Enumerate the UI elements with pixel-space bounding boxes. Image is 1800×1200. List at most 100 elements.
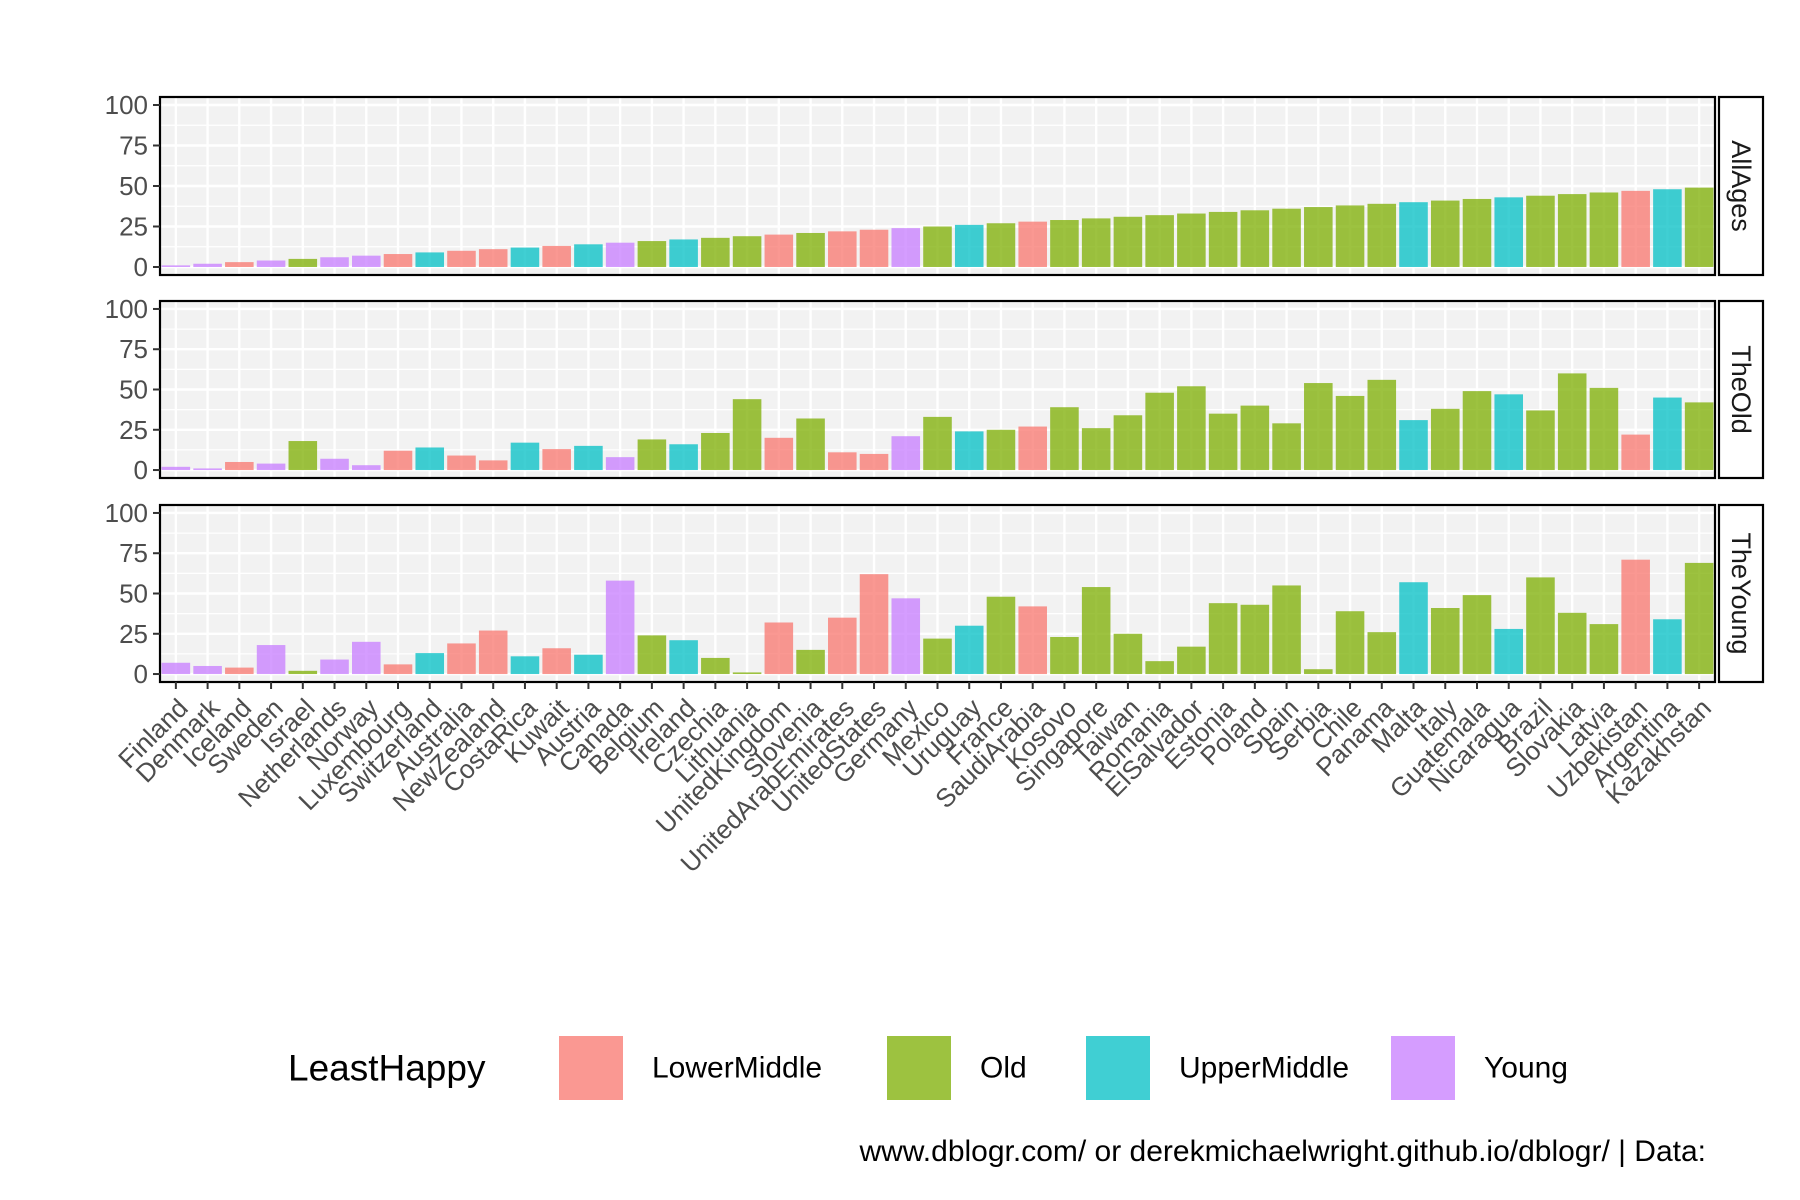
bar-TheYoung-Spain — [1272, 585, 1301, 675]
bar-TheOld-Mexico — [923, 416, 952, 471]
bar-TheYoung-UnitedStates — [859, 574, 889, 675]
y-tick-label: 25 — [119, 619, 148, 649]
bar-AllAges-UnitedArabEmirates — [828, 231, 857, 267]
bar-AllAges-Estonia — [1208, 211, 1238, 267]
bar-TheOld-Uruguay — [954, 431, 984, 471]
bar-AllAges-Ireland — [669, 239, 698, 267]
bar-AllAges-Italy — [1430, 200, 1460, 267]
bar-TheYoung-Panama — [1367, 632, 1397, 675]
bar-AllAges-Norway — [351, 255, 381, 267]
bar-TheYoung-Chile — [1335, 611, 1365, 675]
bar-TheOld-Australia — [447, 455, 476, 471]
bar-TheYoung-Estonia — [1208, 603, 1238, 675]
bar-AllAges-Brazil — [1526, 195, 1555, 267]
bar-TheYoung-Sweden — [256, 645, 286, 675]
bar-TheOld-Norway — [351, 465, 381, 471]
bar-TheYoung-Finland — [161, 662, 191, 675]
bar-TheOld-Belgium — [637, 439, 667, 471]
bar-TheYoung-Israel — [288, 670, 318, 675]
y-tick-label: 50 — [119, 375, 148, 405]
bar-AllAges-Latvia — [1589, 192, 1619, 267]
bar-AllAges-Czechia — [701, 237, 730, 267]
bar-TheOld-Lithuania — [732, 399, 762, 471]
bar-TheOld-Germany — [891, 436, 921, 471]
bar-TheYoung-Kazakhstan — [1684, 562, 1714, 675]
bar-AllAges-Luxembourg — [383, 254, 413, 267]
bar-AllAges-Switzerland — [415, 252, 445, 267]
chart-caption: www.dblogr.com/ or derekmichaelwright.gi… — [859, 1135, 1706, 1168]
bar-TheYoung-Taiwan — [1113, 633, 1143, 675]
bar-TheYoung-Uzbekistan — [1621, 559, 1650, 675]
bar-AllAges-Nicaragua — [1494, 197, 1524, 267]
bar-TheYoung-SaudiArabia — [1018, 606, 1047, 675]
bar-TheOld-Singapore — [1081, 428, 1111, 471]
bar-AllAges-Guatemala — [1462, 198, 1492, 267]
facet-label-TheOld: TheOld — [1726, 345, 1756, 434]
bar-TheOld-Italy — [1430, 408, 1460, 471]
bar-TheYoung-Italy — [1430, 607, 1460, 675]
bar-TheOld-France — [986, 429, 1016, 471]
bar-TheYoung-Slovakia — [1557, 612, 1587, 675]
bar-TheYoung-Mexico — [923, 638, 952, 675]
bar-AllAges-SaudiArabia — [1018, 221, 1047, 267]
bar-TheOld-Kuwait — [542, 449, 571, 471]
facet-strip-TheYoung — [1717, 503, 1765, 684]
legend-label-Young: Young — [1484, 1052, 1568, 1085]
bar-TheOld-Luxembourg — [383, 450, 413, 471]
bar-TheOld-Estonia — [1208, 413, 1238, 471]
bar-AllAges-UnitedStates — [859, 229, 889, 267]
bar-TheOld-Slovakia — [1557, 373, 1587, 471]
bar-TheYoung-Nicaragua — [1494, 628, 1524, 675]
bar-TheOld-Ireland — [669, 444, 698, 471]
bar-AllAges-Germany — [891, 228, 921, 267]
legend-label-UpperMiddle: UpperMiddle — [1179, 1052, 1349, 1085]
y-tick-label: 25 — [119, 211, 148, 241]
facet-strip-AllAges — [1717, 95, 1765, 277]
bar-TheOld-Slovenia — [796, 418, 825, 471]
bar-TheOld-Nicaragua — [1494, 394, 1524, 471]
y-tick-label: 100 — [105, 90, 148, 120]
bar-AllAges-Kosovo — [1050, 220, 1079, 267]
y-tick-label: 0 — [134, 455, 148, 485]
facet-label-TheYoung: TheYoung — [1726, 532, 1756, 654]
bar-AllAges-Chile — [1335, 205, 1365, 267]
bar-AllAges-Lithuania — [732, 236, 762, 267]
bar-TheYoung-Canada — [605, 580, 635, 675]
y-tick-label: 0 — [134, 252, 148, 282]
bar-AllAges-Sweden — [256, 260, 286, 267]
legend-swatch-LowerMiddle — [557, 1034, 625, 1102]
bar-TheYoung-UnitedArabEmirates — [828, 617, 857, 675]
bar-TheOld-Kosovo — [1050, 407, 1079, 471]
bar-TheOld-Iceland — [225, 461, 254, 471]
bar-TheYoung-Switzerland — [415, 653, 445, 675]
y-tick-label: 50 — [119, 579, 148, 609]
bar-TheYoung-Singapore — [1081, 587, 1111, 675]
bar-TheYoung-Argentina — [1653, 619, 1682, 675]
legend-swatch-Old — [885, 1034, 953, 1102]
bar-TheOld-Spain — [1272, 423, 1301, 471]
bar-TheYoung-Czechia — [701, 657, 730, 675]
bar-TheOld-CostaRica — [510, 442, 540, 471]
y-tick-label: 100 — [105, 498, 148, 528]
bar-TheYoung-Slovenia — [796, 649, 825, 675]
y-tick-label: 75 — [119, 334, 148, 364]
y-tick-label: 50 — [119, 171, 148, 201]
bar-TheYoung-NewZealand — [478, 630, 508, 675]
bar-AllAges-Argentina — [1653, 189, 1682, 267]
bar-TheYoung-Ireland — [669, 640, 698, 675]
bar-TheOld-Denmark — [193, 468, 222, 471]
bar-AllAges-Netherlands — [320, 257, 349, 267]
bar-AllAges-Slovakia — [1557, 194, 1587, 267]
bar-TheOld-Austria — [574, 445, 603, 471]
bar-TheYoung-Poland — [1240, 604, 1270, 675]
bar-TheOld-Chile — [1335, 395, 1365, 471]
bar-TheYoung-Luxembourg — [383, 664, 413, 675]
bar-TheYoung-UnitedKingdom — [764, 622, 794, 675]
legend-label-Old: Old — [980, 1052, 1027, 1085]
bar-AllAges-Finland — [161, 265, 191, 267]
bar-TheYoung-ElSalvador — [1177, 646, 1206, 675]
bar-TheOld-Sweden — [256, 463, 286, 471]
bar-TheYoung-Romania — [1145, 661, 1174, 675]
bar-TheOld-Panama — [1367, 379, 1397, 471]
legend-title: LeastHappy — [288, 1048, 486, 1089]
